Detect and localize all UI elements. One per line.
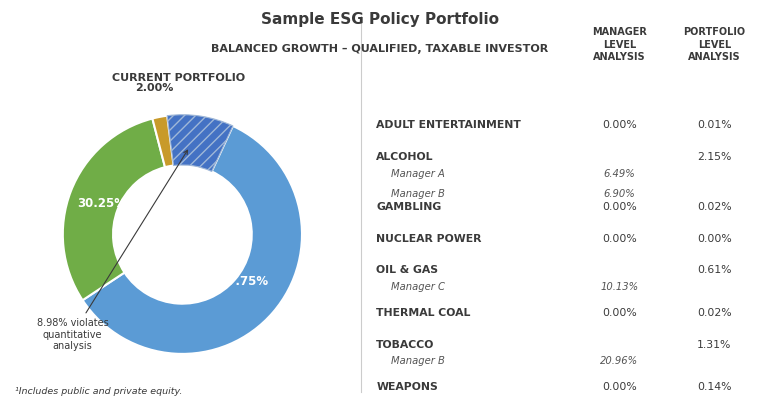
Text: Manager B: Manager B <box>391 189 445 199</box>
Text: 10.13%: 10.13% <box>600 282 638 292</box>
Text: 0.00%: 0.00% <box>697 234 732 244</box>
Text: BALANCED GROWTH – QUALIFIED, TAXABLE INVESTOR: BALANCED GROWTH – QUALIFIED, TAXABLE INV… <box>211 44 549 55</box>
Text: 20.96%: 20.96% <box>600 356 638 366</box>
Wedge shape <box>153 116 173 167</box>
Text: THERMAL COAL: THERMAL COAL <box>376 308 470 318</box>
Text: NUCLEAR POWER: NUCLEAR POWER <box>376 234 482 244</box>
Text: 0.00%: 0.00% <box>602 120 637 130</box>
Text: Manager A: Manager A <box>391 168 445 179</box>
Text: 1.31%: 1.31% <box>697 339 732 349</box>
Text: 6.90%: 6.90% <box>603 189 635 199</box>
Text: 0.01%: 0.01% <box>697 120 732 130</box>
Text: TOBACCO: TOBACCO <box>376 339 435 349</box>
Text: 0.00%: 0.00% <box>602 202 637 212</box>
Text: 0.00%: 0.00% <box>602 382 637 392</box>
Text: Manager C: Manager C <box>391 282 445 292</box>
Text: WEAPONS: WEAPONS <box>376 382 438 392</box>
Text: MANAGER
LEVEL
ANALYSIS: MANAGER LEVEL ANALYSIS <box>592 27 647 62</box>
Text: 67.75%: 67.75% <box>220 275 268 288</box>
Text: ADULT ENTERTAINMENT: ADULT ENTERTAINMENT <box>376 120 521 130</box>
Text: 0.61%: 0.61% <box>697 265 732 275</box>
Text: PORTFOLIO
LEVEL
ANALYSIS: PORTFOLIO LEVEL ANALYSIS <box>683 27 746 62</box>
Text: ¹Includes public and private equity.: ¹Includes public and private equity. <box>15 387 182 396</box>
Text: 0.00%: 0.00% <box>602 308 637 318</box>
Text: 0.00%: 0.00% <box>602 234 637 244</box>
Text: 30.25%: 30.25% <box>78 197 126 210</box>
Text: Manager B: Manager B <box>391 356 445 366</box>
Wedge shape <box>83 126 302 354</box>
Text: 0.02%: 0.02% <box>697 308 732 318</box>
Text: 2.15%: 2.15% <box>697 152 732 162</box>
Text: OIL & GAS: OIL & GAS <box>376 265 439 275</box>
Text: 6.49%: 6.49% <box>603 168 635 179</box>
Text: CURRENT PORTFOLIO: CURRENT PORTFOLIO <box>112 73 245 83</box>
Text: 2.00%: 2.00% <box>135 82 173 93</box>
Text: 8.98% violates
quantitative
analysis: 8.98% violates quantitative analysis <box>36 150 188 351</box>
Text: GAMBLING: GAMBLING <box>376 202 442 212</box>
Wedge shape <box>63 118 165 300</box>
Wedge shape <box>167 115 233 171</box>
Text: 0.14%: 0.14% <box>697 382 732 392</box>
Text: ALCOHOL: ALCOHOL <box>376 152 434 162</box>
Text: 0.02%: 0.02% <box>697 202 732 212</box>
Text: Sample ESG Policy Portfolio: Sample ESG Policy Portfolio <box>261 12 499 27</box>
